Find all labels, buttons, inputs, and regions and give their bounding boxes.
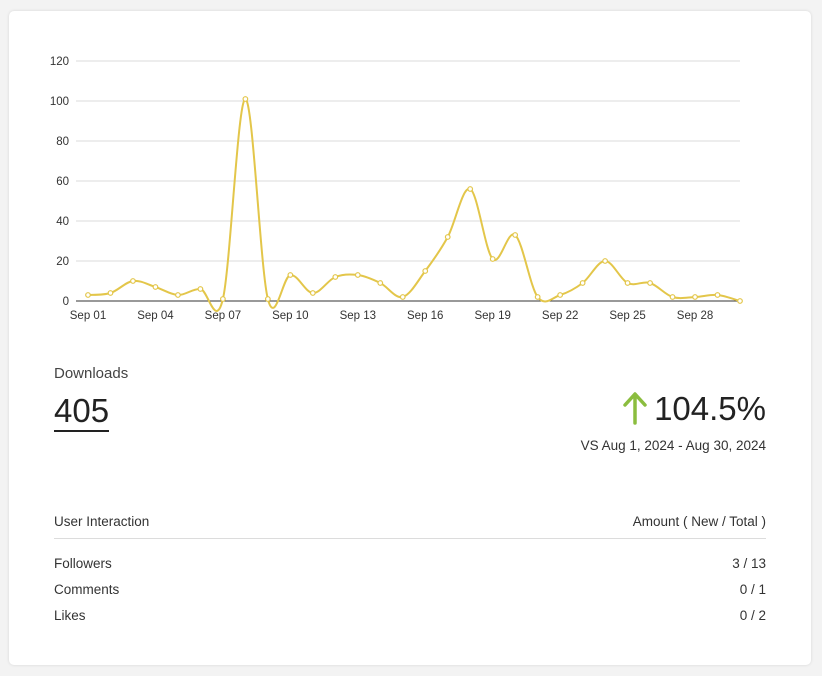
row-value: 0 / 1 — [739, 582, 766, 597]
y-tick-label: 0 — [63, 296, 69, 308]
data-point[interactable] — [647, 280, 653, 286]
interaction-table-header: User Interaction Amount ( New / Total ) — [54, 514, 766, 539]
table-row-likes: Likes 0 / 2 — [54, 608, 766, 628]
y-axis-ticks: 0 20 40 60 80 100 120 — [50, 56, 69, 308]
row-label: Comments — [54, 582, 120, 597]
change-indicator: 104.5% — [622, 391, 766, 425]
x-tick-label: Sep 22 — [542, 310, 578, 322]
data-point[interactable] — [377, 280, 384, 286]
data-point[interactable] — [332, 274, 339, 280]
data-point[interactable] — [669, 294, 676, 300]
data-point[interactable] — [287, 272, 294, 278]
x-axis-ticks: Sep 01 Sep 04 Sep 07 Sep 10 Sep 13 Sep 16 Sep … — [70, 310, 713, 322]
data-point[interactable] — [219, 296, 226, 302]
data-point[interactable] — [354, 272, 361, 278]
y-tick-label: 100 — [50, 96, 69, 108]
y-tick-label: 60 — [56, 176, 69, 188]
data-point[interactable] — [85, 292, 91, 298]
x-tick-label: Sep 19 — [474, 310, 510, 322]
data-point[interactable] — [737, 298, 743, 304]
change-percent: 104.5% — [654, 389, 766, 427]
data-point[interactable] — [557, 292, 564, 298]
data-point[interactable] — [107, 290, 114, 296]
table-row-followers: Followers 3 / 13 — [54, 556, 766, 576]
data-point[interactable] — [579, 280, 586, 286]
data-point[interactable] — [534, 294, 541, 300]
data-point[interactable] — [399, 294, 406, 300]
data-point[interactable] — [175, 292, 181, 298]
data-point[interactable] — [197, 286, 204, 292]
data-point[interactable] — [422, 268, 429, 274]
x-tick-label: Sep 01 — [70, 310, 106, 322]
data-point[interactable] — [444, 234, 451, 240]
data-point[interactable] — [467, 186, 474, 192]
data-point[interactable] — [309, 290, 316, 296]
row-label: Followers — [54, 556, 112, 571]
metric-value[interactable]: 405 — [54, 394, 110, 432]
downloads-series-line — [87, 97, 741, 312]
downloads-line-chart: 0 20 40 60 80 100 120 Sep 01 Sep 04 Sep 07 Sep 10… — [50, 56, 743, 322]
x-tick-label: Sep 28 — [677, 310, 713, 322]
y-tick-label: 40 — [56, 216, 69, 228]
header-amount: Amount ( New / Total ) — [632, 514, 766, 529]
table-row-comments: Comments 0 / 1 — [54, 582, 766, 602]
y-tick-label: 120 — [50, 56, 69, 68]
data-point[interactable] — [242, 96, 249, 102]
data-point[interactable] — [624, 280, 631, 286]
x-tick-label: Sep 10 — [272, 310, 308, 322]
comparison-period: VS Aug 1, 2024 - Aug 30, 2024 — [580, 438, 766, 453]
x-tick-label: Sep 13 — [340, 310, 376, 322]
y-tick-label: 20 — [56, 256, 69, 268]
data-point[interactable] — [489, 256, 496, 262]
data-point[interactable] — [512, 232, 519, 238]
data-point[interactable] — [714, 292, 721, 298]
metric-label: Downloads — [54, 365, 129, 382]
y-tick-label: 80 — [56, 136, 69, 148]
data-point[interactable] — [602, 258, 609, 264]
chart-grid — [76, 60, 740, 302]
header-user-interaction: User Interaction — [54, 514, 150, 529]
row-value: 0 / 2 — [739, 608, 766, 623]
data-point[interactable] — [264, 296, 271, 302]
x-tick-label: Sep 07 — [205, 310, 241, 322]
row-label: Likes — [54, 608, 86, 623]
data-point[interactable] — [692, 294, 698, 300]
x-tick-label: Sep 04 — [137, 310, 174, 322]
data-point[interactable] — [152, 284, 159, 290]
row-value: 3 / 13 — [732, 556, 766, 571]
x-tick-label: Sep 16 — [407, 310, 443, 322]
data-point[interactable] — [130, 278, 136, 284]
arrow-up-icon — [623, 392, 647, 425]
data-points — [85, 96, 743, 304]
x-tick-label: Sep 25 — [609, 310, 645, 322]
downloads-card: 0 20 40 60 80 100 120 Sep 01 Sep 04 Sep 07 Sep 10… — [9, 11, 811, 665]
